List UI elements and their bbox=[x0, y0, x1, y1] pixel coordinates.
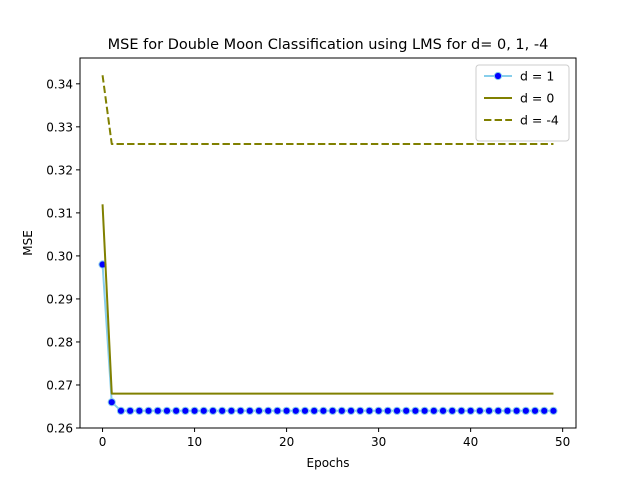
legend: d = 1 d = 0 d = -4 bbox=[475, 64, 570, 142]
series-layer bbox=[98, 75, 558, 415]
series-point bbox=[512, 406, 521, 415]
x-tick-label: 50 bbox=[555, 435, 570, 449]
x-tick-label: 40 bbox=[463, 435, 478, 449]
series-point bbox=[549, 406, 558, 415]
chart-title: MSE for Double Moon Classification using… bbox=[108, 37, 549, 53]
series-point bbox=[162, 406, 172, 415]
y-tick-label: 0.34 bbox=[46, 77, 73, 91]
series-point bbox=[337, 406, 346, 415]
series-point bbox=[181, 406, 190, 415]
x-tick-label: 30 bbox=[371, 435, 386, 449]
series-point bbox=[236, 406, 245, 415]
series-point bbox=[402, 406, 411, 415]
x-axis: 0 10 20 30 40 50 bbox=[99, 428, 570, 449]
series-point bbox=[484, 406, 494, 415]
series-point bbox=[282, 406, 291, 415]
series-point bbox=[227, 406, 236, 415]
series-point bbox=[172, 406, 181, 415]
series-point bbox=[144, 406, 153, 415]
series-point bbox=[494, 406, 503, 415]
series-point bbox=[328, 406, 337, 415]
y-axis-label: MSE bbox=[21, 230, 35, 256]
y-tick-label: 0.26 bbox=[46, 422, 73, 436]
series-point bbox=[411, 406, 420, 415]
y-tick-label: 0.30 bbox=[46, 249, 73, 263]
series-point bbox=[365, 406, 374, 415]
series-point bbox=[126, 406, 135, 415]
plot-frame bbox=[79, 57, 577, 429]
series-point bbox=[291, 406, 300, 415]
legend-entry-label: d = 1 bbox=[520, 69, 554, 84]
series-point bbox=[319, 406, 328, 415]
series-point bbox=[429, 406, 438, 415]
series-point bbox=[273, 406, 282, 415]
series-point bbox=[135, 406, 144, 415]
series-point bbox=[503, 406, 512, 415]
series-point bbox=[310, 406, 319, 415]
legend-entry-label: d = 0 bbox=[520, 91, 554, 106]
series-point bbox=[356, 406, 365, 415]
legend-marker bbox=[493, 71, 503, 81]
series-point bbox=[264, 406, 273, 415]
x-tick-label: 0 bbox=[99, 435, 107, 449]
series-line-1 bbox=[101, 264, 554, 412]
y-tick-label: 0.29 bbox=[46, 292, 73, 306]
series-point bbox=[218, 406, 227, 415]
y-tick-label: 0.32 bbox=[46, 163, 73, 177]
plot-area bbox=[79, 57, 577, 429]
series-point bbox=[346, 406, 356, 415]
y-tick-label: 0.33 bbox=[46, 120, 73, 134]
x-tick-label: 20 bbox=[279, 435, 294, 449]
series-point bbox=[383, 406, 392, 415]
x-axis-label: Epochs bbox=[307, 456, 350, 470]
series-point bbox=[107, 398, 116, 407]
series-point bbox=[300, 406, 310, 415]
series-point bbox=[374, 406, 383, 415]
series-point bbox=[199, 406, 208, 415]
series-point bbox=[457, 406, 466, 415]
series-point bbox=[190, 406, 199, 415]
series-point bbox=[116, 406, 126, 415]
series-point bbox=[521, 406, 530, 415]
series-point bbox=[153, 406, 162, 415]
y-tick-label: 0.28 bbox=[46, 335, 73, 349]
legend-box bbox=[475, 64, 570, 142]
series-point bbox=[245, 406, 254, 415]
series-point bbox=[448, 406, 457, 415]
series-point bbox=[438, 406, 448, 415]
series-point bbox=[540, 406, 549, 415]
y-axis: 0.26 0.27 0.28 0.29 0.30 0.31 0.32 0.33 0.34 bbox=[46, 77, 80, 436]
y-tick-label: 0.27 bbox=[46, 378, 73, 392]
series-point bbox=[208, 406, 218, 415]
series-point bbox=[475, 406, 484, 415]
series-point bbox=[392, 406, 402, 415]
series-line-3 bbox=[101, 75, 554, 146]
x-tick-label: 10 bbox=[187, 435, 202, 449]
series-point bbox=[530, 406, 540, 415]
series-point bbox=[466, 406, 475, 415]
series-point bbox=[420, 406, 429, 415]
series-line-2 bbox=[101, 204, 554, 395]
legend-entry-label: d = -4 bbox=[520, 113, 559, 128]
series-point bbox=[254, 406, 264, 415]
y-tick-label: 0.31 bbox=[46, 206, 73, 220]
